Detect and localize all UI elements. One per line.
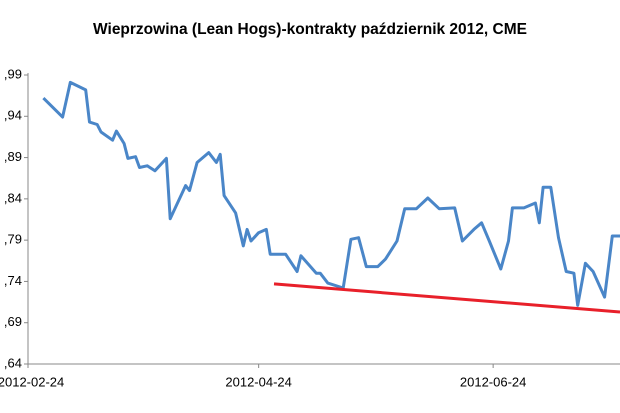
y-tick-label: ,99: [4, 66, 22, 81]
y-tick-label: ,94: [4, 108, 22, 123]
x-tick-label: 2012-04-24: [225, 374, 292, 389]
y-tick-label: ,79: [4, 232, 22, 247]
y-tick-label: ,69: [4, 314, 22, 329]
trend-line: [273, 282, 620, 314]
y-tick-label: ,74: [4, 273, 22, 288]
y-tick-label: ,84: [4, 190, 22, 205]
x-tick-label: 2012-02-24: [0, 374, 64, 389]
y-tick-label: ,64: [4, 355, 22, 370]
x-tick-label: 2012-06-24: [460, 374, 527, 389]
chart-title: Wieprzowina (Lean Hogs)-kontrakty paździ…: [93, 21, 527, 38]
price-line: [42, 80, 620, 307]
y-tick-label: ,89: [4, 149, 22, 164]
